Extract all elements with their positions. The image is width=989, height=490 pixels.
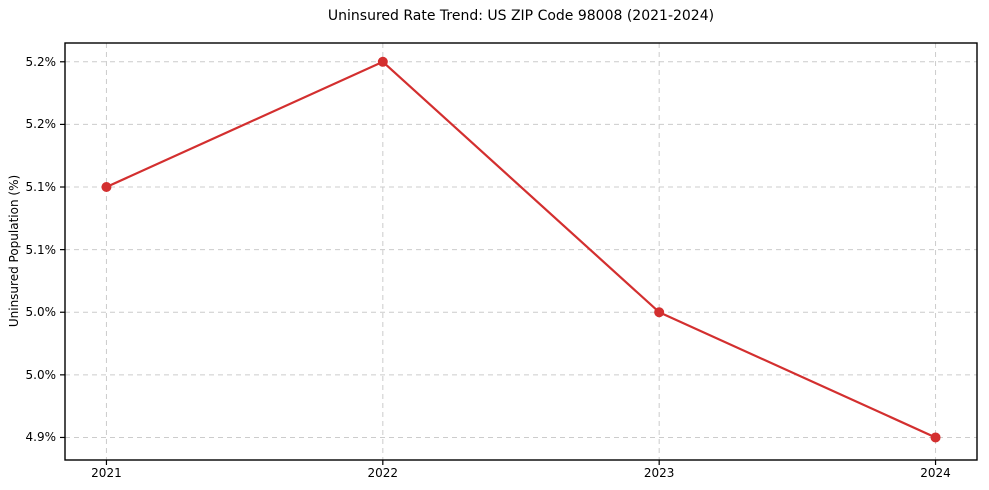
trend-line	[106, 60, 936, 439]
chart-title: Uninsured Rate Trend: US ZIP Code 98008 …	[327, 8, 715, 24]
y-tick-label: 5.0%	[25, 367, 57, 382]
data-point-marker	[930, 432, 941, 443]
y-tick-label: 5.2%	[25, 117, 57, 132]
data-point-marker	[101, 182, 112, 193]
x-tick-label: 2021	[91, 466, 122, 480]
y-tick-label: 5.0%	[25, 305, 57, 320]
y-tick-label: 5.1%	[25, 180, 57, 194]
x-tick-label: 2024	[920, 466, 951, 480]
y-tick-label: 5.2%	[25, 54, 57, 69]
y-tick-label: 5.1%	[25, 242, 57, 257]
plot-border	[64, 42, 978, 461]
y-tick-label: 4.9%	[25, 430, 57, 445]
data-point-marker	[654, 307, 665, 318]
data-point-marker	[377, 56, 388, 67]
x-tick-label: 2022	[367, 466, 399, 480]
x-tick-label: 2023	[643, 466, 675, 480]
